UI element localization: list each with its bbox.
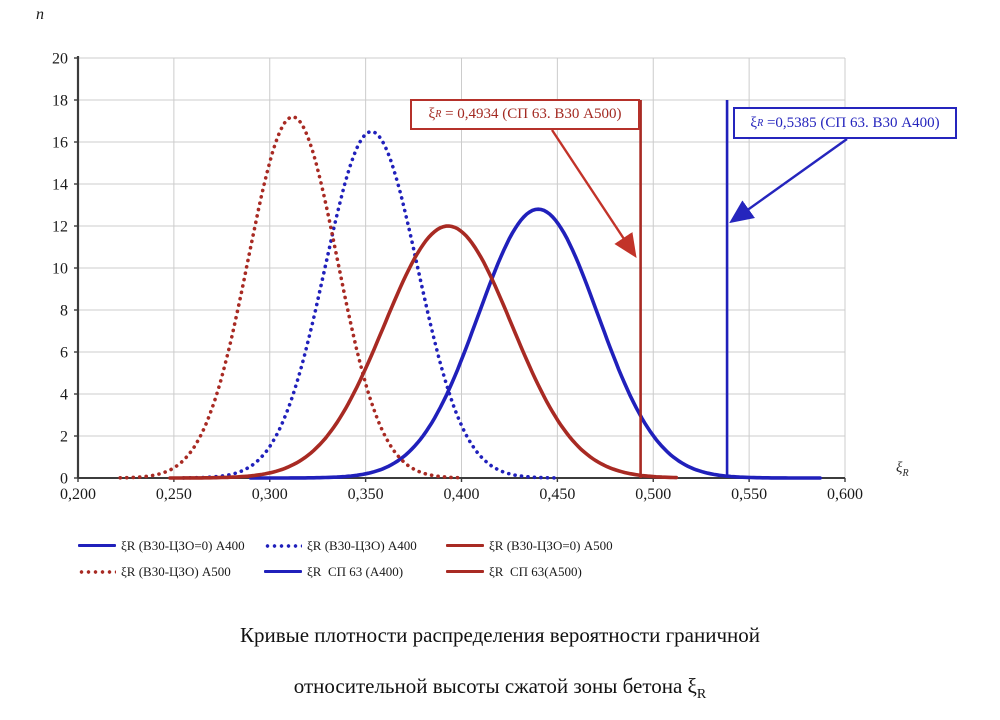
legend-label: ξR (В30-ЦЗО) А400 bbox=[307, 537, 417, 553]
x-axis-label: ξR bbox=[896, 460, 909, 479]
curve-solid-red bbox=[168, 224, 679, 480]
annotation-red-sub: R bbox=[435, 109, 442, 120]
legend-marker-solid bbox=[446, 570, 484, 573]
caption-line-2: относительной высоты сжатой зоны бетона … bbox=[0, 661, 1000, 720]
x-tick-label: 0,300 bbox=[252, 486, 288, 503]
legend-label: ξR (В30-ЦЗО=0) А500 bbox=[489, 537, 613, 553]
figure-caption: Кривые плотности распределения вероятнос… bbox=[0, 610, 1000, 720]
caption-line-2-text: относительной высоты сжатой зоны бетона bbox=[293, 674, 688, 698]
x-tick-label: 0,600 bbox=[827, 486, 863, 503]
legend-marker-solid bbox=[446, 544, 484, 547]
annotation-blue-text: =0,5385 (СП 63. В30 А400) bbox=[763, 114, 940, 131]
curve-dotted-blue bbox=[181, 129, 563, 480]
legend-item-5: ξR СП 63(А500) bbox=[446, 563, 696, 580]
chart-legend: ξR (В30-ЦЗО=0) А400 ξR (В30-ЦЗО) А400 ξR (… bbox=[78, 537, 696, 580]
x-tick-label: 0,550 bbox=[731, 486, 767, 503]
legend-item-2: ξR (В30-ЦЗО=0) А500 bbox=[446, 537, 696, 554]
legend-label: ξR (В30-ЦЗО) А500 bbox=[121, 563, 231, 579]
legend-marker-dotted bbox=[264, 543, 302, 548]
legend-label: ξR СП 63 (А400) bbox=[307, 563, 404, 579]
y-tick-label: 20 bbox=[52, 51, 68, 68]
x-tick-label: 0,200 bbox=[60, 486, 96, 503]
y-tick-label: 14 bbox=[52, 177, 68, 194]
caption-symbol-sub: R bbox=[696, 687, 707, 703]
legend-item-1: ξR (В30-ЦЗО) А400 bbox=[264, 537, 446, 554]
y-tick-label: 4 bbox=[60, 387, 68, 404]
y-tick-label: 0 bbox=[60, 471, 68, 488]
caption-line-1: Кривые плотности распределения вероятнос… bbox=[239, 623, 761, 647]
probability-density-chart: 0,200 0,250 0,300 0,350 0,400 0,450 0,500 0,550… bbox=[52, 51, 863, 504]
x-tick-label: 0,250 bbox=[156, 486, 192, 503]
legend-item-0: ξR (В30-ЦЗО=0) А400 bbox=[78, 537, 264, 554]
y-tick-label: 2 bbox=[60, 429, 68, 446]
y-tick-label: 16 bbox=[52, 135, 68, 152]
caption-symbol: ξ bbox=[687, 674, 697, 698]
x-tick-label: 0,400 bbox=[444, 486, 480, 503]
x-axis-symbol: ξ bbox=[896, 460, 903, 476]
annotation-blue-sub: R bbox=[757, 117, 764, 129]
annotation-red-text: = 0,4934 (СП 63. В30 А500) bbox=[441, 106, 622, 122]
y-tick-label: 8 bbox=[60, 303, 68, 320]
legend-label: ξR (В30-ЦЗО=0) А400 bbox=[121, 537, 245, 553]
x-tick-label: 0,450 bbox=[539, 486, 575, 503]
legend-item-4: ξR СП 63 (А400) bbox=[264, 563, 446, 580]
x-tick-label: 0,350 bbox=[348, 486, 384, 503]
y-tick-label: 12 bbox=[52, 219, 68, 236]
x-axis-symbol-sub: R bbox=[902, 468, 909, 479]
curve-solid-blue bbox=[248, 207, 822, 480]
arrow-blue bbox=[729, 138, 848, 224]
y-axis-label: n bbox=[36, 6, 44, 23]
curve-dotted-red bbox=[118, 114, 462, 480]
annotation-red-symbol: ξ bbox=[428, 106, 436, 122]
y-tick-label: 18 bbox=[52, 93, 68, 110]
legend-label: ξR СП 63(А500) bbox=[489, 563, 582, 579]
legend-marker-solid bbox=[78, 544, 116, 547]
legend-marker-dotted bbox=[78, 569, 116, 574]
y-tick-label: 10 bbox=[52, 261, 68, 278]
legend-item-3: ξR (В30-ЦЗО) А500 bbox=[78, 563, 264, 580]
x-tick-label: 0,500 bbox=[635, 486, 671, 503]
legend-marker-solid bbox=[264, 570, 302, 573]
annotation-blue-symbol: ξ bbox=[750, 114, 758, 131]
y-tick-label: 6 bbox=[60, 345, 68, 362]
arrow-red bbox=[550, 129, 637, 259]
